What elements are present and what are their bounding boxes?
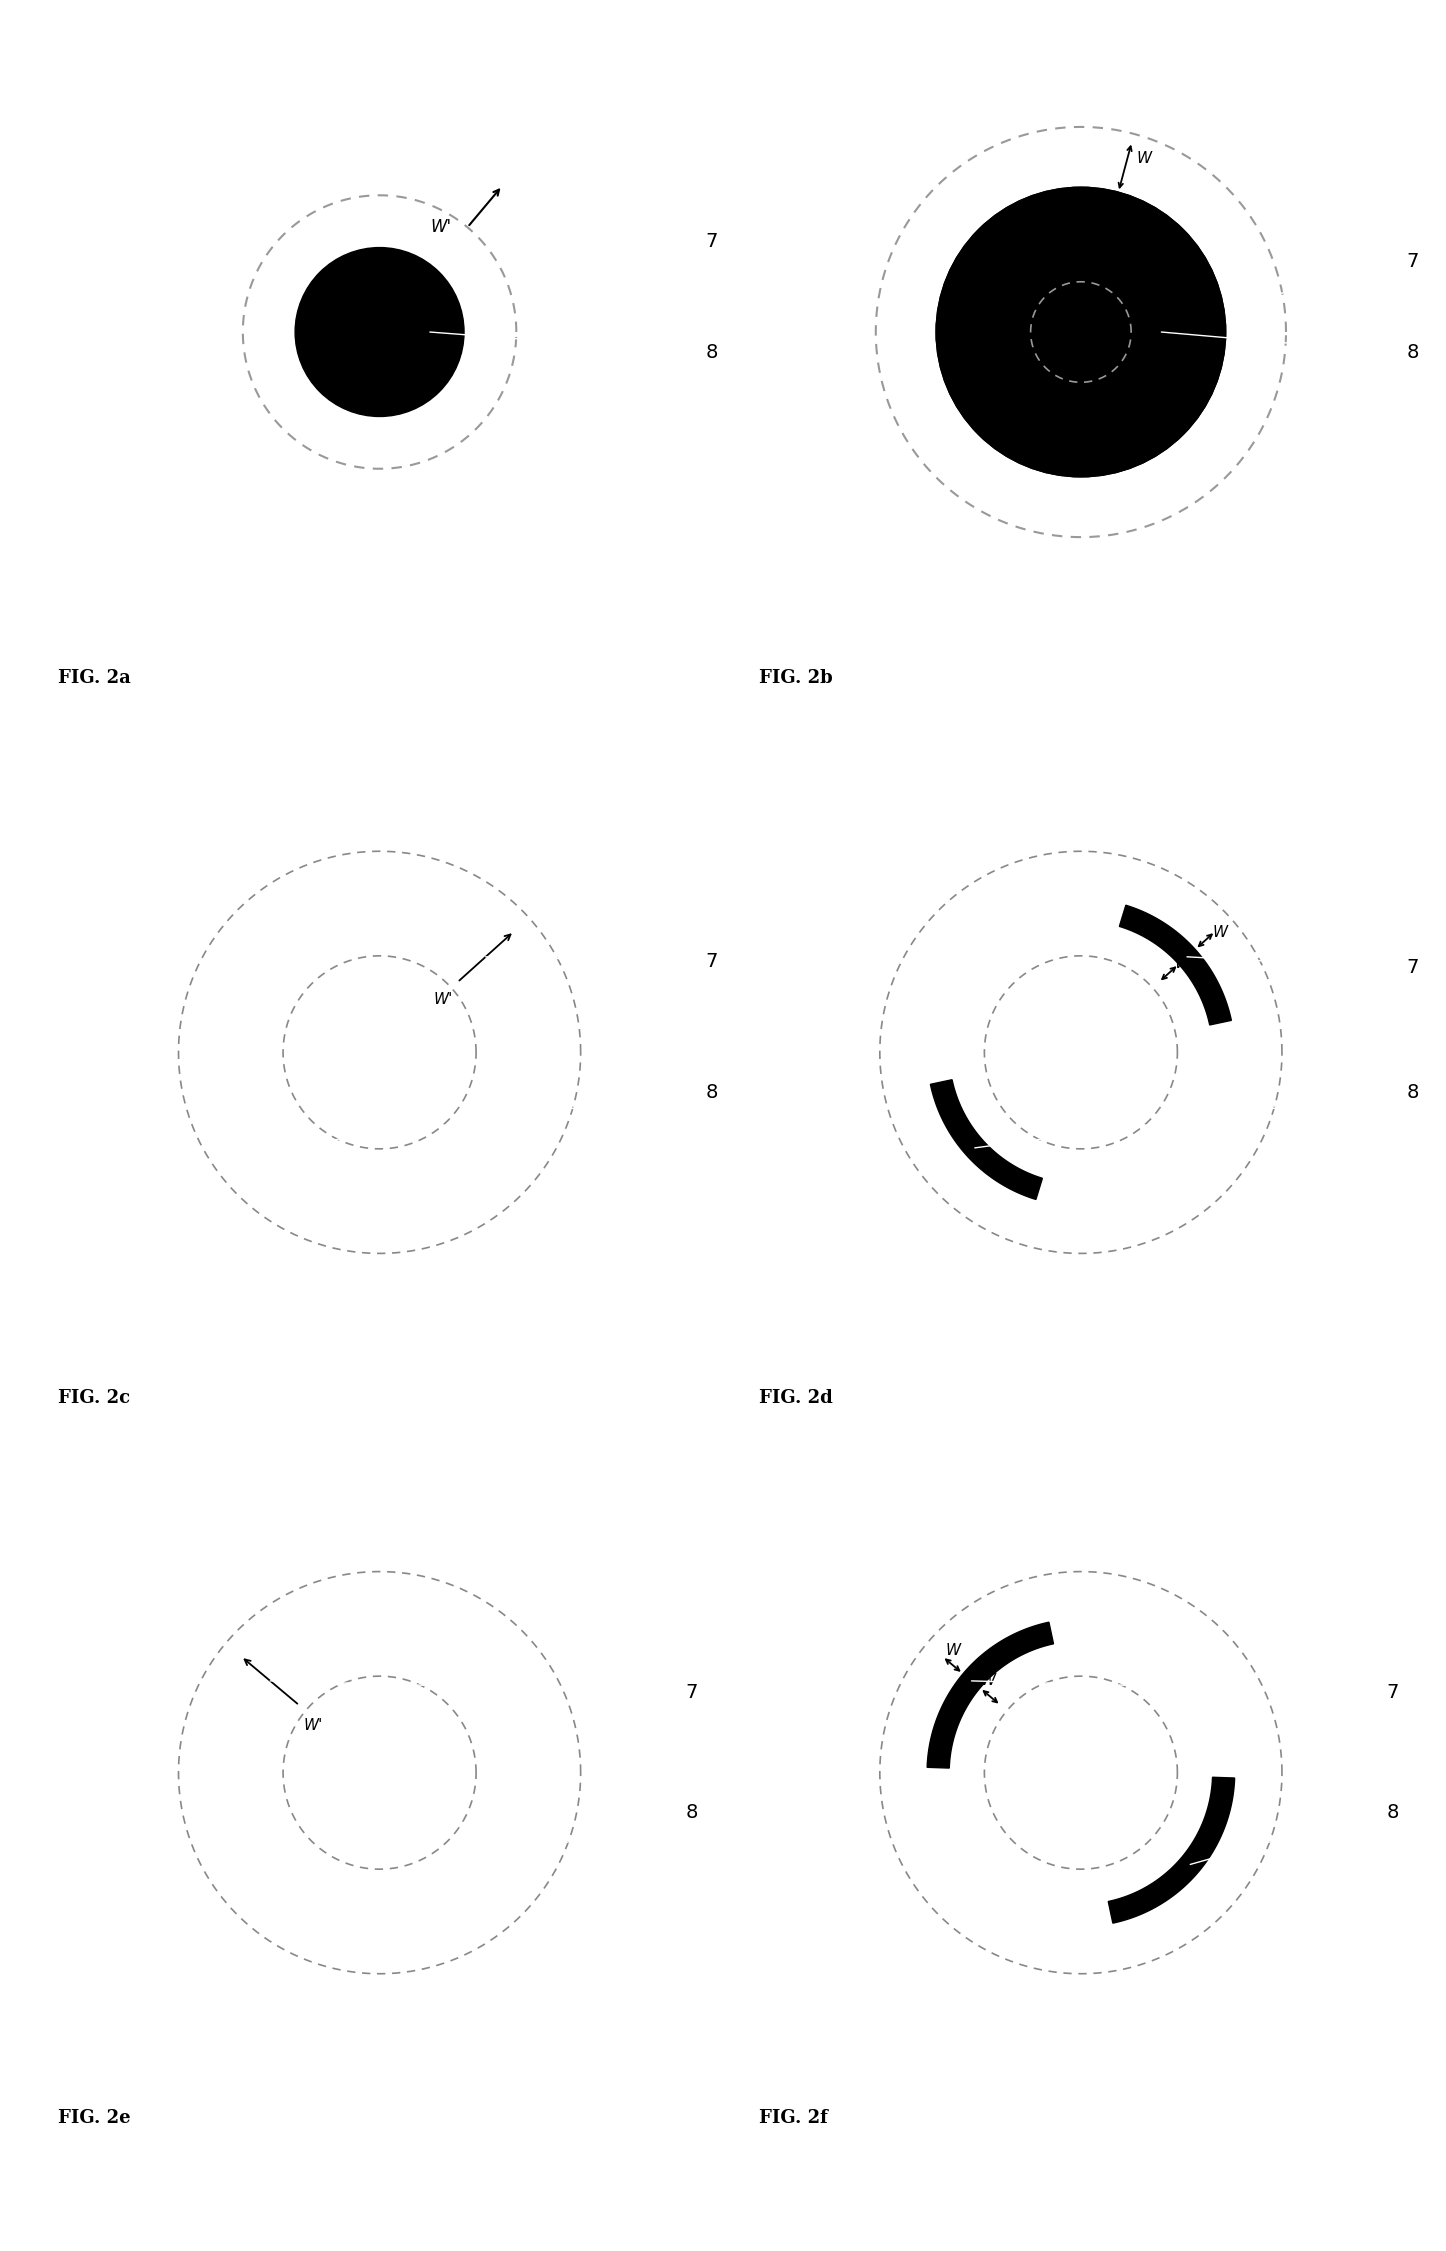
Text: W': W' [431,218,451,236]
Circle shape [936,187,1226,477]
Text: FIG. 2d: FIG. 2d [759,1389,833,1407]
Text: FIG. 2c: FIG. 2c [58,1389,130,1407]
Circle shape [976,227,1186,437]
Polygon shape [205,1080,344,1222]
Circle shape [178,131,581,533]
Polygon shape [1116,882,1255,1024]
Circle shape [884,135,1278,529]
Polygon shape [1119,905,1232,1024]
Polygon shape [200,1598,353,1763]
Text: W: W [1213,925,1228,939]
Text: 7: 7 [1407,959,1419,977]
Polygon shape [406,1783,560,1947]
Text: FIG. 2b: FIG. 2b [759,669,833,687]
Text: 8: 8 [685,1803,697,1823]
Text: FIG. 2e: FIG. 2e [58,2109,130,2127]
Text: 7: 7 [706,952,717,972]
Circle shape [936,187,1226,477]
Text: 8: 8 [706,1083,717,1103]
Polygon shape [1108,1778,1235,1922]
Polygon shape [415,882,554,1024]
Circle shape [1025,275,1137,389]
Circle shape [295,248,464,416]
Text: 8: 8 [1407,1083,1419,1103]
Text: W: W [980,1672,996,1688]
Text: 7: 7 [685,1684,697,1702]
Polygon shape [927,1623,1054,1767]
Text: W: W [1174,957,1190,970]
Circle shape [976,227,1186,437]
Polygon shape [907,1080,1045,1222]
Text: 7: 7 [706,232,717,252]
Text: 8: 8 [706,342,717,362]
Text: W': W' [304,1718,322,1733]
Polygon shape [1108,1783,1261,1947]
Text: 8: 8 [1407,342,1419,362]
Text: 8: 8 [1387,1803,1398,1823]
Circle shape [1025,275,1137,389]
Text: 7: 7 [1387,1684,1398,1702]
Text: W: W [946,1643,960,1659]
Text: 7: 7 [1407,252,1419,270]
Text: W: W [1129,248,1144,261]
Text: FIG. 2a: FIG. 2a [58,669,130,687]
Polygon shape [930,1080,1043,1200]
Text: W: W [1137,151,1151,167]
Text: W': W' [434,993,453,1008]
Polygon shape [901,1598,1054,1763]
Text: FIG. 2f: FIG. 2f [759,2109,829,2127]
